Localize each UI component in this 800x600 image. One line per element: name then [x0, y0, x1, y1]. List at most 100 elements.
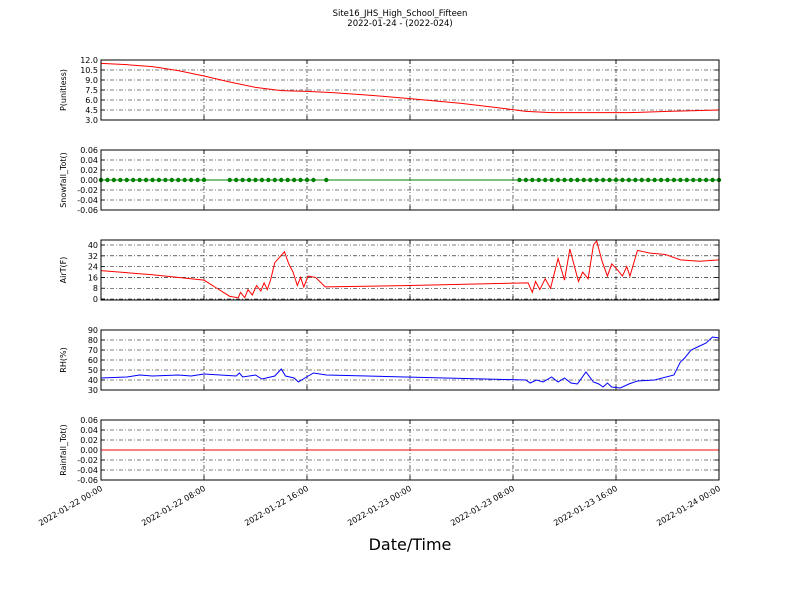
data-point: [645, 177, 651, 183]
y-tick-label: 9.0: [85, 76, 98, 85]
y-tick-label: -0.02: [77, 456, 98, 465]
y-tick-label: 6.0: [85, 96, 98, 105]
data-point: [272, 177, 278, 183]
y-tick-label: 24: [88, 263, 98, 272]
y-tick-label: 10.5: [80, 66, 98, 75]
data-point: [143, 177, 149, 183]
axes-frame: [100, 149, 720, 211]
data-point: [691, 177, 696, 183]
y-tick-label: 0.02: [80, 166, 98, 175]
data-point: [684, 177, 690, 183]
y-tick-label: 12.0: [80, 56, 98, 65]
y-tick-label: 16: [88, 273, 98, 282]
y-axis-label: P(unitless): [59, 69, 68, 111]
x-axis-label: Date/Time: [369, 535, 452, 554]
data-point: [279, 177, 284, 183]
y-tick-label: 60: [88, 356, 98, 365]
y-tick-label: -0.04: [77, 466, 98, 475]
data-line: [100, 62, 720, 114]
data-point: [568, 177, 574, 183]
data-point: [600, 177, 606, 183]
data-point: [665, 177, 670, 183]
data-point: [111, 177, 117, 183]
data-point: [710, 177, 715, 183]
data-point: [130, 177, 136, 183]
data-point: [201, 177, 207, 183]
y-tick-label: 40: [88, 241, 98, 250]
data-point: [652, 177, 657, 183]
panel: -0.06-0.04-0.020.000.020.040.06 Snowfall_…: [59, 146, 722, 215]
y-tick-label: 0: [93, 295, 98, 304]
data-point: [156, 177, 162, 183]
y-tick-label: -0.06: [77, 476, 98, 485]
y-tick-label: 3.0: [85, 116, 98, 125]
y-tick-label: 90: [88, 326, 98, 335]
data-point: [517, 177, 522, 183]
data-point: [176, 177, 181, 183]
data-line: [100, 239, 720, 299]
y-tick-label: 32: [88, 252, 98, 261]
y-tick-label: 0.06: [80, 416, 98, 425]
data-point: [555, 177, 561, 183]
data-point: [169, 177, 175, 183]
y-tick-label: 80: [88, 336, 98, 345]
data-point: [233, 177, 239, 183]
data-point: [523, 177, 529, 183]
data-point: [182, 177, 187, 183]
data-point: [298, 177, 303, 183]
panel: 3.04.56.07.59.010.512.0 P(unitless): [59, 56, 720, 125]
y-tick-label: -0.02: [77, 186, 98, 195]
data-point: [246, 177, 252, 183]
y-tick-label: 0.06: [80, 146, 98, 155]
data-point: [253, 177, 258, 183]
y-axis-label: RH(%): [59, 347, 68, 372]
axes-frame: [100, 59, 720, 121]
data-point: [549, 177, 554, 183]
data-point: [620, 177, 625, 183]
data-point: [118, 177, 123, 183]
data-point: [105, 177, 110, 183]
y-tick-label: 0.02: [80, 436, 98, 445]
data-point: [697, 177, 702, 183]
data-point: [150, 177, 155, 183]
data-point: [311, 177, 316, 183]
data-point: [671, 177, 677, 183]
data-point: [613, 177, 619, 183]
data-point: [658, 177, 664, 183]
y-tick-label: 4.5: [85, 106, 98, 115]
data-point: [607, 177, 612, 183]
y-axis-label: Snowfall_Tot(): [59, 152, 68, 208]
data-point: [324, 177, 329, 183]
y-tick-label: -0.06: [77, 206, 98, 215]
data-point: [240, 177, 245, 183]
data-point: [188, 177, 194, 183]
data-point: [542, 177, 548, 183]
data-point: [594, 177, 599, 183]
data-point: [581, 177, 587, 183]
y-tick-label: -0.04: [77, 196, 98, 205]
data-point: [678, 177, 683, 183]
data-point: [530, 177, 535, 183]
data-point: [626, 177, 632, 183]
chart-title: Site16_JHS_High_School_Fifteen: [333, 9, 468, 19]
y-axis-label: AirT(F): [59, 257, 68, 284]
data-point: [304, 177, 310, 183]
axes-frame: [100, 419, 720, 481]
data-point: [562, 177, 567, 183]
data-line: [100, 336, 720, 389]
data-point: [639, 177, 644, 183]
data-point: [536, 177, 541, 183]
data-point: [163, 177, 168, 183]
y-tick-label: 0.00: [80, 176, 98, 185]
data-point: [124, 177, 129, 183]
data-point: [588, 177, 593, 183]
y-tick-label: 0.04: [80, 426, 98, 435]
y-tick-label: 40: [88, 376, 98, 385]
y-tick-label: 50: [88, 366, 98, 375]
data-point: [291, 177, 297, 183]
data-point: [575, 177, 580, 183]
axes-frame: [100, 329, 720, 391]
data-point: [259, 177, 265, 183]
